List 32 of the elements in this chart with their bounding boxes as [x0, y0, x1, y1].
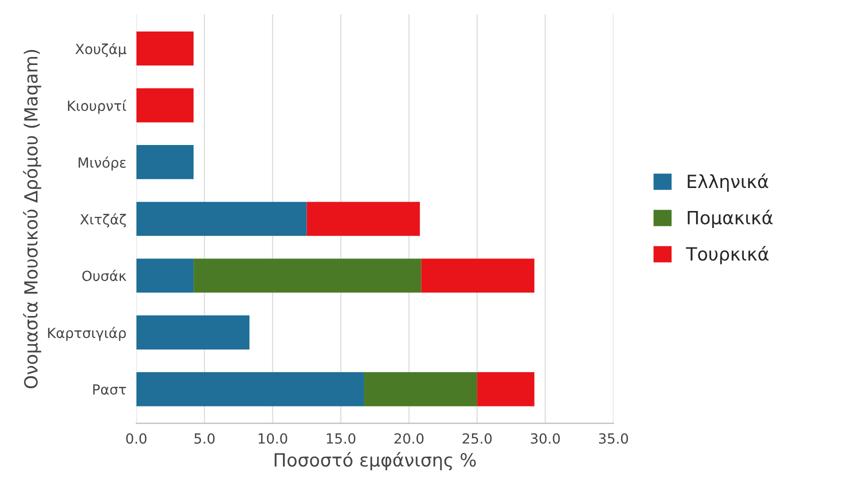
x-axis-title: Ποσοστό εμφάνισης %: [274, 452, 476, 470]
bar: [136, 145, 194, 180]
x-tick-label: 25.0: [462, 433, 492, 444]
bar: [136, 315, 250, 350]
bar: [136, 88, 194, 122]
bar: [136, 31, 194, 66]
bar: [306, 202, 420, 236]
y-tick-label: Ουσάκ: [82, 270, 126, 282]
y-tick-label: Καρτσιγιάρ: [48, 326, 126, 341]
x-tick-label: 0.0: [126, 433, 146, 444]
x-tick-label: 5.0: [194, 433, 215, 444]
x-tick-label: 10.0: [258, 433, 288, 444]
bar: [364, 372, 478, 406]
bar: [136, 258, 194, 293]
legend-label: Ελληνικά: [688, 174, 768, 192]
x-tick-label: 20.0: [394, 433, 424, 444]
y-axis-title: Ονομασία Μουσικού Δρόμου (Maqam): [23, 50, 42, 388]
y-tick-label: Ραστ: [93, 384, 126, 395]
legend-label: Πομακικά: [688, 210, 772, 228]
x-tick-label: 35.0: [599, 433, 628, 444]
y-tick-label: Κιουρντί: [68, 100, 126, 114]
x-tick-label: 30.0: [530, 433, 560, 444]
bar: [136, 372, 364, 406]
bar: [194, 258, 422, 293]
bar: [477, 372, 534, 406]
bar: [136, 202, 307, 236]
y-tick-label: Χιτζάζ: [80, 213, 126, 228]
bar: [421, 258, 534, 293]
y-tick-label: Χουζάμ: [75, 42, 126, 57]
x-tick-label: 15.0: [326, 433, 356, 444]
legend-label: Τουρκικά: [686, 246, 768, 264]
y-tick-label: Μινόρε: [78, 156, 126, 171]
